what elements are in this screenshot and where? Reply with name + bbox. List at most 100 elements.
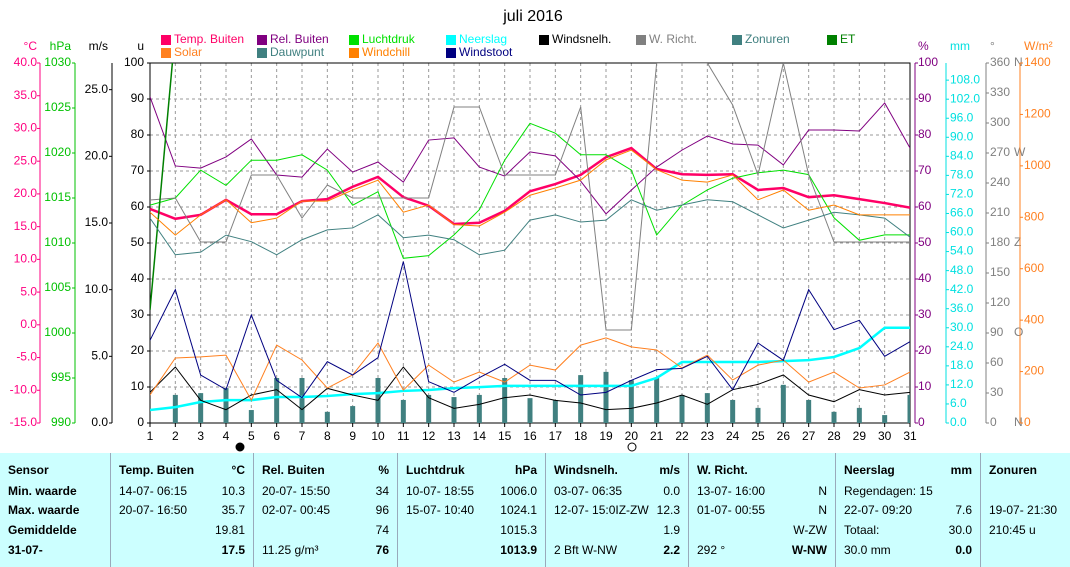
y-tick-label: 80 <box>131 127 145 141</box>
table-cell: 2 Bft W-NW <box>554 543 618 557</box>
y-tick-label: -15.0 <box>10 415 38 429</box>
y-tick-label: 800 <box>1024 209 1044 223</box>
table-column: Temp. Buiten °C 14-07- 06:15 10.3 20-07- 16:… <box>110 453 253 567</box>
table-column: Neerslag mm Regendagen: 15 22-07- 09:20 7.6 T… <box>835 453 980 567</box>
x-tick-label: 21 <box>650 429 664 443</box>
compass-label: O <box>1014 325 1023 339</box>
line <box>150 199 910 256</box>
x-tick-label: 14 <box>473 429 487 443</box>
y-tick-label: 90.0 <box>950 129 974 143</box>
y-tick-label: 1030 <box>44 55 71 69</box>
table-cell: 13-07- 16:00 <box>697 484 766 498</box>
bar <box>780 384 786 423</box>
moon-full <box>235 442 245 452</box>
table-cell: Luchtdruk <box>406 463 465 477</box>
table-cell: 31-07- <box>8 543 43 557</box>
y-tick-label: 20 <box>918 343 932 357</box>
y-tick-label: 30 <box>918 307 932 321</box>
x-tick-label: 6 <box>273 429 280 443</box>
table-cell: % <box>378 463 389 477</box>
x-tick-label: 4 <box>223 429 230 443</box>
legend-swatch <box>161 35 171 45</box>
y-tick-label: 96.0 <box>950 110 974 124</box>
y-tick-label: 60 <box>131 199 145 213</box>
axis-unit: u <box>137 39 144 53</box>
y-tick-label: 36.0 <box>950 301 974 315</box>
chart-title: juli 2016 <box>502 8 563 25</box>
table-cell: Min. waarde <box>8 484 77 498</box>
bar <box>603 371 609 423</box>
y-tick-label: -5.0 <box>16 350 37 364</box>
y-tick-label: 0 <box>1024 415 1031 429</box>
legend-label: ET <box>840 32 856 46</box>
table-cell: Rel. Buiten <box>262 463 325 477</box>
x-tick-label: 8 <box>324 429 331 443</box>
bar <box>274 378 280 423</box>
y-tick-label: 1015 <box>44 190 71 204</box>
y-tick-label: 90 <box>918 91 932 105</box>
table-cell: W. Richt. <box>697 463 748 477</box>
table-cell: 15-07- 10:40 <box>406 503 475 517</box>
table-cell: °C <box>231 463 245 477</box>
x-tick-label: 31 <box>903 429 917 443</box>
table-cell: 17.5 <box>221 543 245 557</box>
y-tick-label: 20 <box>131 343 145 357</box>
table-cell: 03-07- 06:35 <box>554 484 623 498</box>
table-cell: 1015.3 <box>500 523 537 537</box>
background <box>0 0 1070 453</box>
y-tick-label: 0.0 <box>20 317 37 331</box>
table-cell: 20-07- 15:50 <box>262 484 331 498</box>
x-tick-label: 20 <box>625 429 639 443</box>
table-column: Zonuren 19-07- 21:30 210:45 u <box>980 453 1070 567</box>
y-tick-label: 1020 <box>44 145 71 159</box>
table-cell: 2.2 <box>663 543 680 557</box>
y-tick-label: 12.0 <box>950 377 974 391</box>
y-tick-label: 30 <box>990 385 1004 399</box>
axis-unit: m/s <box>89 39 108 53</box>
table-cell: m/s <box>659 463 680 477</box>
y-tick-label: 10 <box>918 379 932 393</box>
table-cell: 76 <box>375 543 389 557</box>
legend-swatch <box>349 48 359 58</box>
legend-label: Neerslag <box>459 32 507 46</box>
line <box>150 149 910 236</box>
y-tick-label: 72.0 <box>950 187 974 201</box>
y-tick-label: 120 <box>990 295 1010 309</box>
y-tick-label: 270 <box>990 145 1010 159</box>
y-tick-label: 1000 <box>44 325 71 339</box>
table-cell: 210:45 u <box>989 523 1036 537</box>
table-cell: Regendagen: 15 <box>844 484 933 498</box>
y-tick-label: 5.0 <box>20 284 37 298</box>
table-cell: 11.25 g/m³ <box>262 543 319 557</box>
y-tick-label: 1010 <box>44 235 71 249</box>
x-tick-label: 22 <box>675 429 689 443</box>
y-tick-label: 0.0 <box>91 415 108 429</box>
table-cell: Windsnelh. <box>554 463 618 477</box>
x-tick-label: 30 <box>878 429 892 443</box>
series-layer <box>150 63 910 423</box>
y-tick-label: -10.0 <box>10 382 38 396</box>
table-cell: 30.0 <box>948 523 972 537</box>
y-tick-label: 70 <box>918 163 932 177</box>
y-tick-label: 210 <box>990 205 1010 219</box>
y-tick-label: 1200 <box>1024 107 1051 121</box>
table-cell: 20-07- 16:50 <box>119 503 188 517</box>
table-cell: mm <box>950 463 972 477</box>
x-tick-label: 25 <box>751 429 765 443</box>
legend-swatch <box>349 35 359 45</box>
table-cell: 7.6 <box>955 503 972 517</box>
bar <box>527 398 533 423</box>
table-cell: Gemiddelde <box>8 523 77 537</box>
axis-unit: W/m² <box>1024 39 1053 53</box>
legend-swatch <box>636 35 646 45</box>
y-tick-label: 80 <box>918 127 932 141</box>
y-tick-label: 48.0 <box>950 263 974 277</box>
table-cell: Totaal: <box>844 523 880 537</box>
x-tick-label: 24 <box>726 429 740 443</box>
y-tick-label: 1400 <box>1024 55 1051 69</box>
y-tick-label: 78.0 <box>950 168 974 182</box>
bar <box>172 394 178 423</box>
table-cell: 292 ° <box>697 543 726 557</box>
y-tick-label: 100 <box>918 55 938 69</box>
